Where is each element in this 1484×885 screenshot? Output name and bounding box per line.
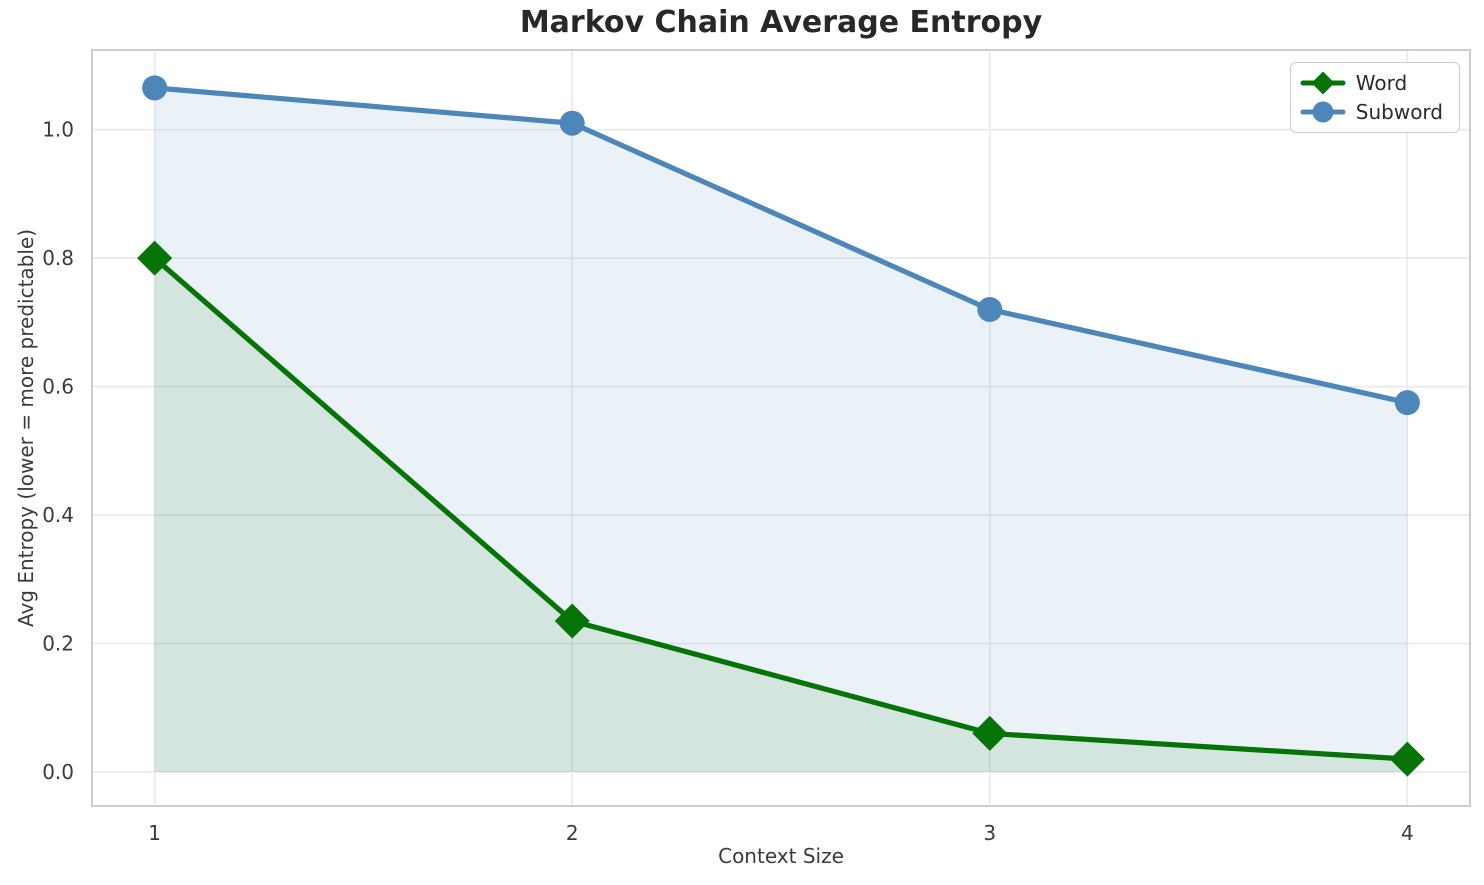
legend-item-subword: Subword bbox=[1300, 99, 1443, 125]
x-tick-label: 2 bbox=[566, 821, 579, 845]
legend-label-subword: Subword bbox=[1355, 100, 1443, 124]
subword-circle-marker-icon bbox=[1300, 101, 1346, 123]
data-point-word bbox=[1389, 741, 1425, 777]
data-point-word bbox=[137, 240, 173, 276]
data-point-subword bbox=[142, 75, 168, 101]
data-point-subword bbox=[559, 110, 585, 136]
data-point-word bbox=[554, 603, 590, 639]
y-tick-label: 0.8 bbox=[42, 246, 74, 270]
y-tick-label: 0.0 bbox=[42, 760, 74, 784]
x-axis-label: Context Size bbox=[718, 844, 844, 868]
area-fill-subword bbox=[154, 87, 1408, 772]
series-line-subword bbox=[152, 85, 1410, 406]
chart-title: Markov Chain Average Entropy bbox=[519, 5, 1043, 40]
y-tick-label: 0.4 bbox=[42, 503, 74, 527]
y-tick-label: 1.0 bbox=[42, 118, 74, 142]
x-tick-label: 1 bbox=[148, 821, 161, 845]
legend: Word Subword bbox=[1289, 62, 1460, 133]
y-tick-label: 0.2 bbox=[42, 631, 74, 655]
x-tick-label: 3 bbox=[983, 821, 996, 845]
legend-item-word: Word bbox=[1300, 70, 1443, 96]
word-diamond-marker-icon bbox=[1300, 71, 1346, 95]
x-tick-label: 4 bbox=[1401, 821, 1414, 845]
data-point-word bbox=[972, 715, 1008, 751]
y-tick-label: 0.6 bbox=[42, 375, 74, 399]
data-point-subword bbox=[1394, 390, 1420, 416]
area-fill-word bbox=[154, 258, 1408, 772]
y-axis-label: Avg Entropy (lower = more predictable) bbox=[14, 228, 38, 628]
plot-border bbox=[91, 49, 1471, 807]
data-point-subword bbox=[977, 296, 1003, 322]
legend-label-word: Word bbox=[1355, 71, 1408, 95]
series-line-word bbox=[152, 255, 1410, 762]
